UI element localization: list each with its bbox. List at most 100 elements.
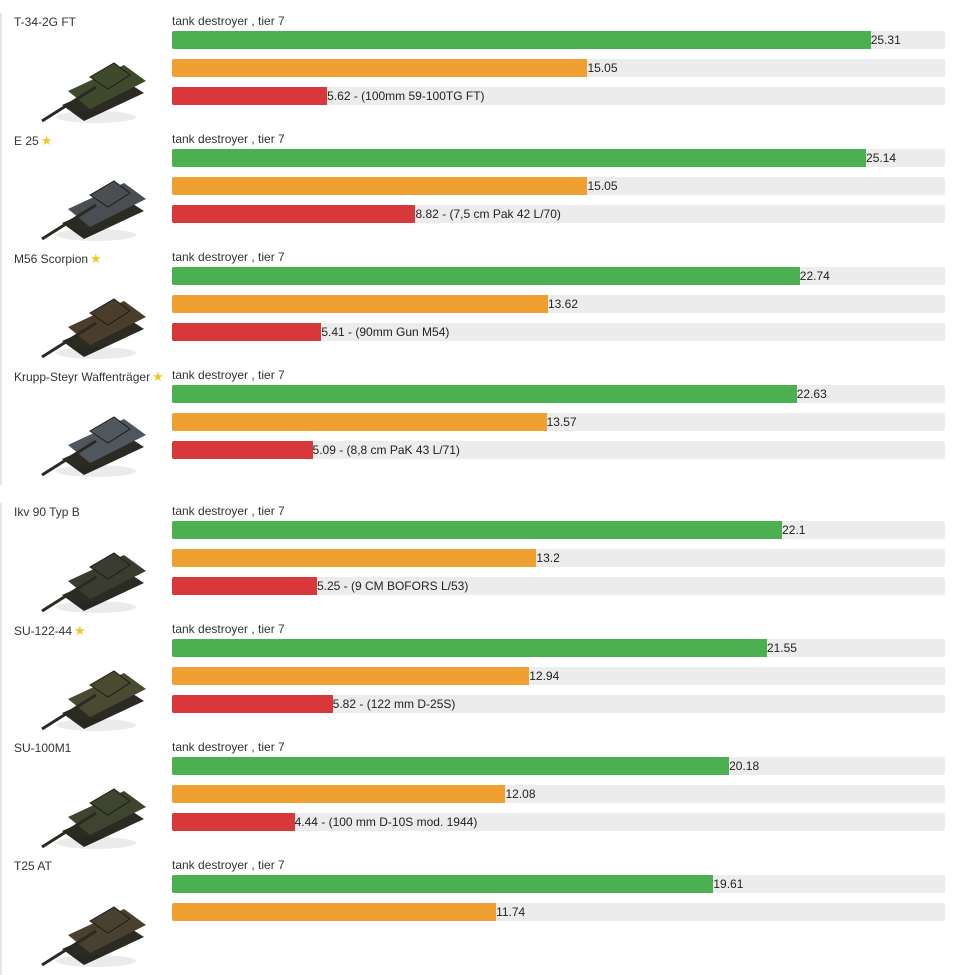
tank-name-text: Ikv 90 Typ B (14, 505, 80, 519)
bar-track: 5.25 - (9 CM BOFORS L/53) (172, 577, 945, 595)
row-divider (0, 857, 2, 975)
bar-orange (172, 59, 588, 77)
tank-subtitle: tank destroyer , tier 7 (172, 250, 285, 264)
bar-orange (172, 413, 547, 431)
tank-name[interactable]: T25 AT (14, 858, 164, 875)
tank-shadow (56, 229, 136, 241)
bar-value-label: 13.57 (546, 415, 577, 429)
tank-superstructure (89, 180, 131, 208)
bar-value-label: 19.61 (713, 877, 744, 891)
bar-value-label: 25.14 (866, 151, 897, 165)
bar-orange (172, 785, 506, 803)
tank-icon (41, 670, 146, 731)
row-divider (0, 13, 2, 131)
bar-value-label: 15.05 (587, 179, 618, 193)
tank-icon (41, 180, 146, 241)
tank-name-text: SU-100M1 (14, 741, 72, 755)
tank-shadow (56, 347, 136, 359)
star-icon: ★ (152, 369, 164, 384)
bar-green (172, 149, 867, 167)
tank-name-text: T25 AT (14, 859, 52, 873)
tank-shadow (56, 111, 136, 123)
tank-row: SU-122-44 ★ tank destroyer , tier 7 21.55 12… (0, 621, 955, 739)
bar-track: 8.82 - (7,5 cm Pak 42 L/70) (172, 205, 945, 223)
bar-red (172, 87, 328, 105)
tank-row: Krupp-Steyr Waffenträger ★ tank destroyer … (0, 367, 955, 485)
bar-red (172, 695, 333, 713)
bar-track: 20.18 (172, 757, 945, 775)
bar-track: 15.05 (172, 177, 945, 195)
tank-name[interactable]: T-34-2G FT (14, 14, 164, 31)
bar-value-label: 25.31 (870, 33, 901, 47)
tank-gun (41, 693, 97, 731)
tank-gun (41, 85, 97, 123)
tank-superstructure (89, 788, 131, 816)
tank-shadow (56, 719, 136, 731)
tank-gun (41, 575, 97, 613)
bar-value-label: 22.63 (796, 387, 827, 401)
bar-track: 19.61 (172, 875, 945, 893)
bar-track: 25.31 (172, 31, 945, 49)
bar-value-label: 20.18 (729, 759, 760, 773)
tank-name[interactable]: M56 Scorpion ★ (14, 250, 164, 268)
bar-red (172, 205, 416, 223)
tank-superstructure (89, 62, 131, 90)
tank-gun (41, 203, 97, 241)
bar-value-label: 13.62 (548, 297, 579, 311)
bar-red (172, 577, 317, 595)
bar-green (172, 757, 730, 775)
tank-name[interactable]: Krupp-Steyr Waffenträger ★ (14, 368, 164, 386)
tank-subtitle: tank destroyer , tier 7 (172, 504, 285, 518)
bar-orange (172, 667, 530, 685)
bar-value-label: 5.62 - (100mm 59-100TG FT) (327, 89, 485, 103)
tank-name[interactable]: E 25 ★ (14, 132, 164, 150)
bar-value-label: 5.09 - (8,8 cm PaK 43 L/71) (312, 443, 460, 457)
bar-green (172, 267, 800, 285)
tank-icon (41, 416, 146, 477)
bar-orange (172, 903, 497, 921)
tank-name[interactable]: SU-100M1 (14, 740, 164, 757)
tank-superstructure (89, 552, 131, 580)
tank-shadow (56, 465, 136, 477)
tank-superstructure (89, 298, 131, 326)
tank-superstructure (89, 670, 131, 698)
bar-red (172, 323, 322, 341)
tank-shadow (56, 837, 136, 849)
bar-value-label: 4.44 - (100 mm D-10S mod. 1944) (294, 815, 478, 829)
bar-value-label: 12.94 (529, 669, 560, 683)
tank-icon (41, 298, 146, 359)
bar-green (172, 875, 714, 893)
tank-name-text: T-34-2G FT (14, 15, 77, 29)
tank-name[interactable]: Ikv 90 Typ B (14, 504, 164, 521)
bar-track: 5.41 - (90mm Gun M54) (172, 323, 945, 341)
bar-track: 22.74 (172, 267, 945, 285)
tank-subtitle: tank destroyer , tier 7 (172, 622, 285, 636)
bar-track: 12.08 (172, 785, 945, 803)
tank-name-text: E 25 (14, 134, 39, 148)
tank-row: M56 Scorpion ★ tank destroyer , tier 7 22.7… (0, 249, 955, 367)
bar-orange (172, 549, 537, 567)
row-divider (0, 503, 2, 621)
bar-track: 25.14 (172, 149, 945, 167)
tank-name-text: SU-122-44 (14, 624, 73, 638)
bar-track: 22.63 (172, 385, 945, 403)
tank-subtitle: tank destroyer , tier 7 (172, 14, 285, 28)
row-divider (0, 367, 2, 485)
tank-row: SU-100M1 tank destroyer , tier 7 20.18 12.0… (0, 739, 955, 857)
bar-value-label: 5.25 - (9 CM BOFORS L/53) (316, 579, 469, 593)
tank-subtitle: tank destroyer , tier 7 (172, 132, 285, 146)
bar-track: 5.82 - (122 mm D-25S) (172, 695, 945, 713)
tank-row: T25 AT tank destroyer , tier 7 19.61 11.74 (0, 857, 955, 975)
bar-track: 11.74 (172, 903, 945, 921)
bar-green (172, 639, 767, 657)
tank-icon (41, 62, 146, 123)
bar-green (172, 521, 783, 539)
tank-name[interactable]: SU-122-44 ★ (14, 622, 164, 640)
tank-row: E 25 ★ tank destroyer , tier 7 25.14 15.05 8.… (0, 131, 955, 249)
tank-shadow (56, 955, 136, 967)
bar-red (172, 441, 313, 459)
tank-icon (41, 906, 146, 967)
bar-track: 13.62 (172, 295, 945, 313)
bar-value-label: 5.82 - (122 mm D-25S) (332, 697, 456, 711)
bar-track: 13.57 (172, 413, 945, 431)
